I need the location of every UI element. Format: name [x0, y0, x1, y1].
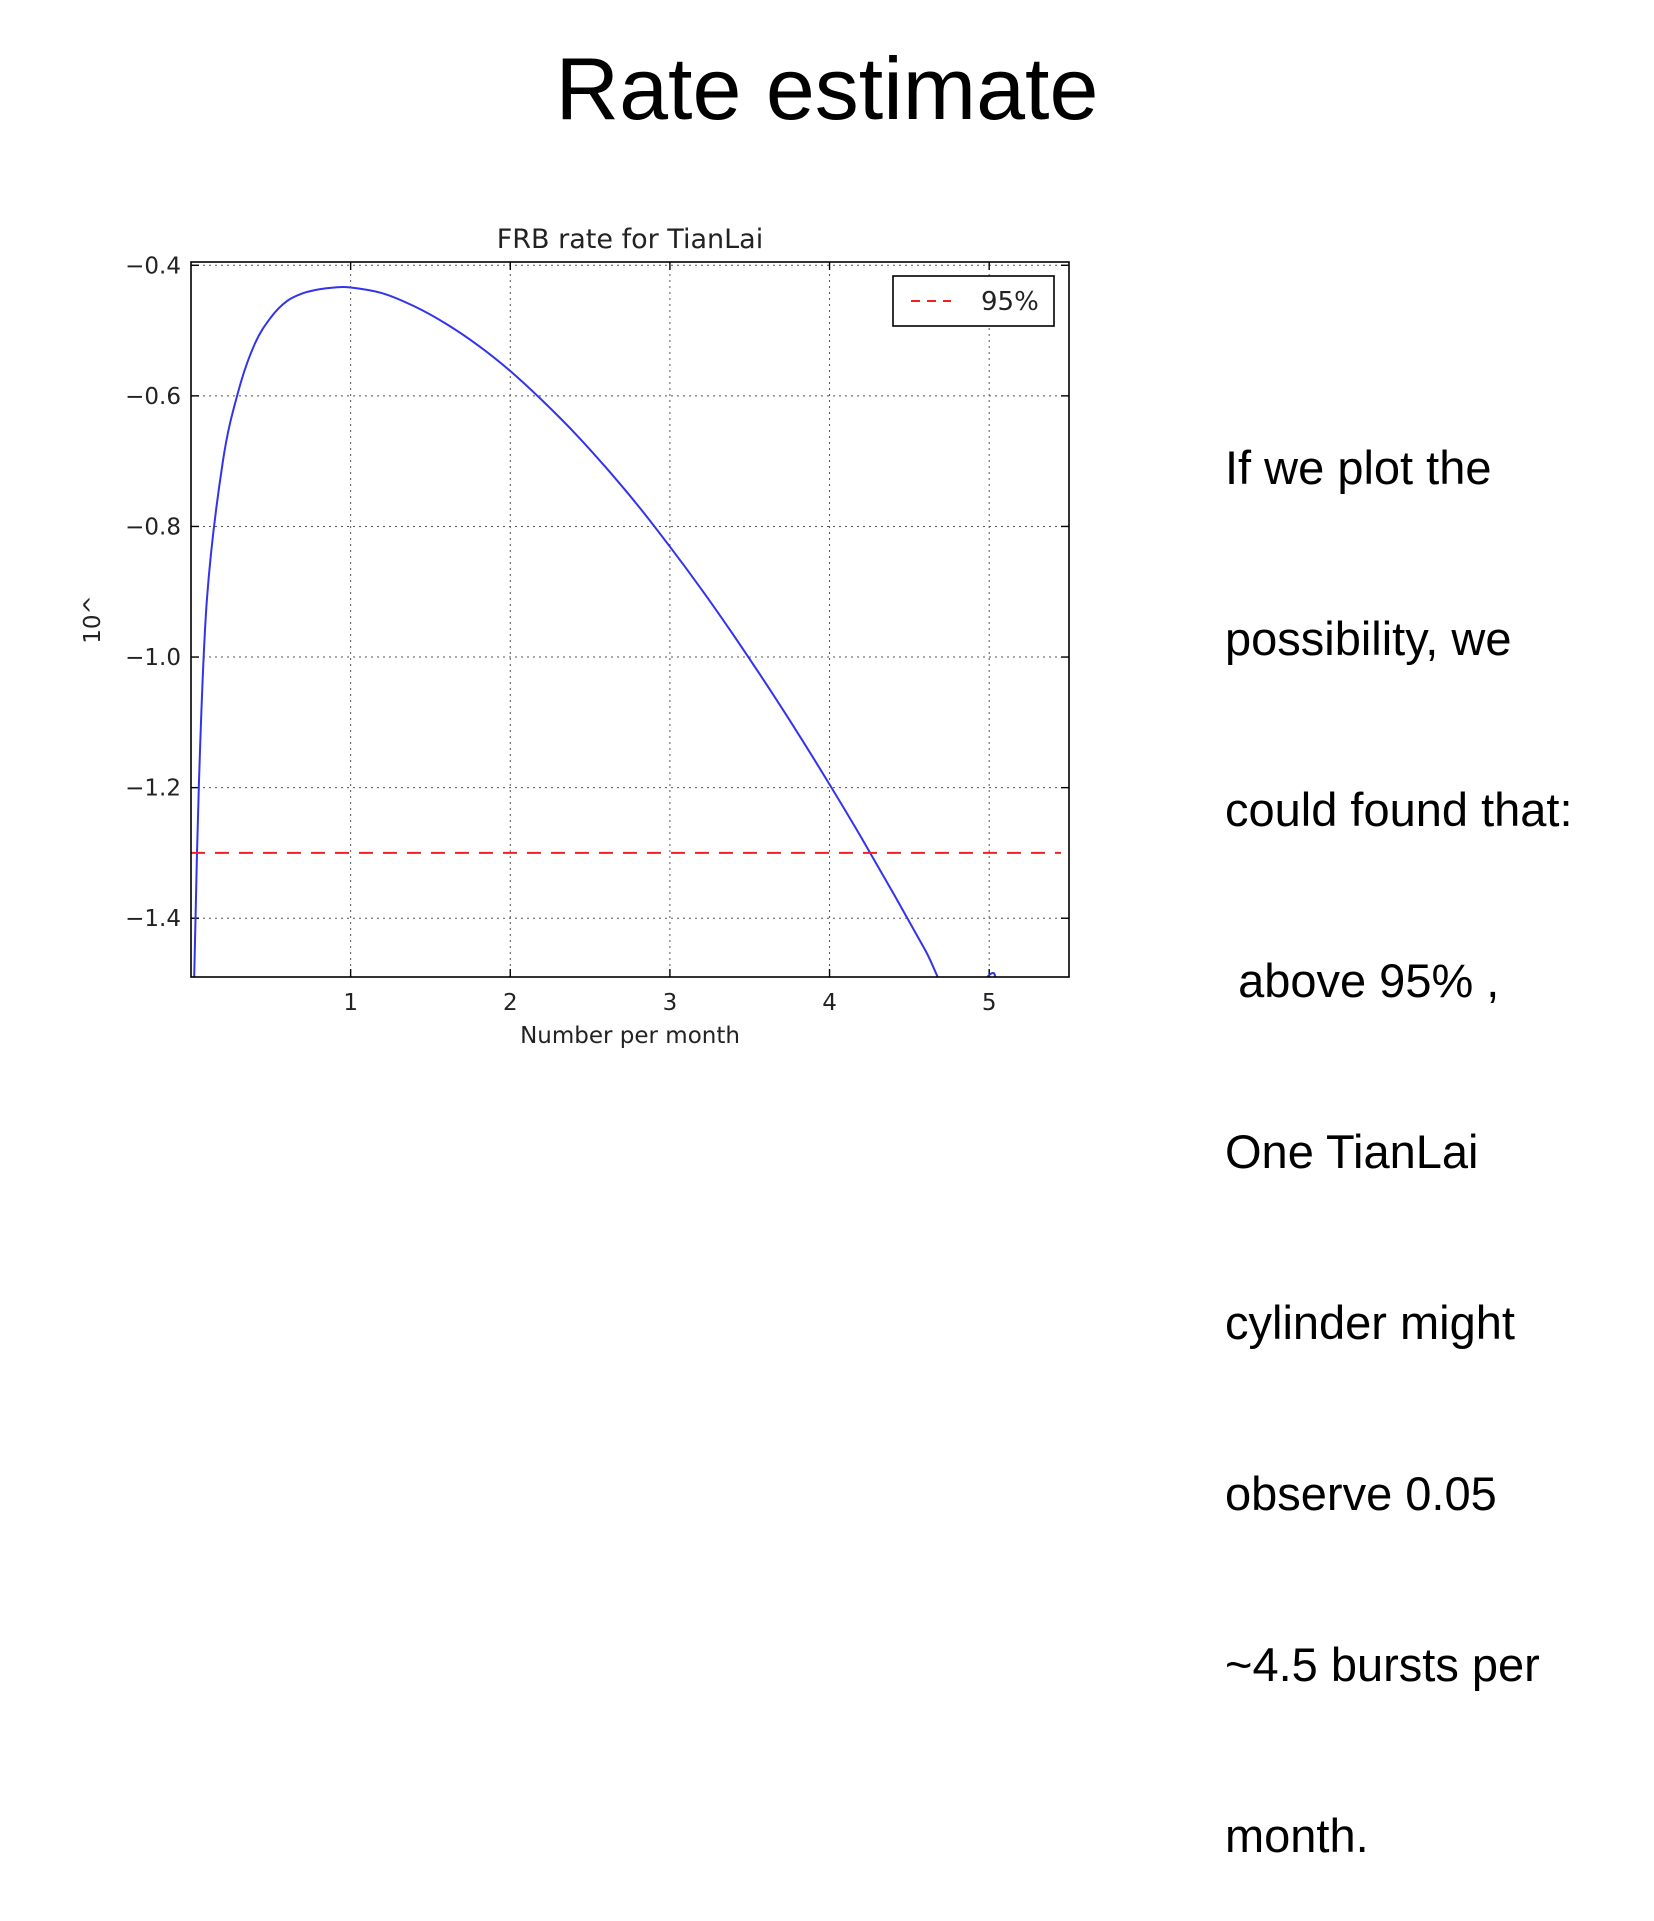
- y-tick-label: −1.4: [125, 906, 181, 932]
- slide-title: Rate estimate: [555, 39, 1099, 138]
- grid-lines: [191, 262, 1069, 977]
- side-text-line: If we plot the: [1225, 441, 1492, 494]
- x-tick-label: 2: [503, 990, 518, 1016]
- frb-rate-chart: FRB rate for TianLai −0.4 −0.6 −0.8 −1.0 −1.…: [80, 224, 1070, 1049]
- probability-curve: [193, 285, 997, 977]
- x-tick-label: 5: [982, 990, 997, 1016]
- x-axis-label: Number per month: [520, 1023, 740, 1049]
- y-tick-label: −0.6: [125, 384, 181, 410]
- y-tick-label: −1.0: [125, 645, 181, 671]
- side-text: If we plot the possibility, we could fou…: [1225, 325, 1635, 1921]
- y-tick-label: −0.8: [125, 514, 181, 540]
- plot-frame: [190, 261, 1070, 978]
- chart-title: FRB rate for TianLai: [497, 224, 763, 255]
- side-text-line: One TianLai: [1225, 1125, 1479, 1178]
- side-text-line: month.: [1225, 1809, 1369, 1862]
- side-text-line: cylinder might: [1225, 1296, 1515, 1349]
- y-axis-ticks: −0.4 −0.6 −0.8 −1.0 −1.2 −1.4: [125, 253, 1069, 932]
- x-axis-ticks: 1 2 3 4 5: [343, 262, 997, 1016]
- y-tick-label: −1.2: [125, 776, 181, 802]
- chart-container: FRB rate for TianLai −0.4 −0.6 −0.8 −1.0 −1.…: [60, 220, 1160, 1120]
- side-text-line: above 95% ,: [1225, 954, 1500, 1007]
- y-tick-label: −0.4: [125, 253, 181, 279]
- y-axis-label: 10^: [80, 595, 106, 644]
- legend: 95%: [892, 275, 1055, 327]
- x-tick-label: 4: [822, 990, 837, 1016]
- side-text-line: could found that:: [1225, 783, 1573, 836]
- side-text-line: observe 0.05: [1225, 1467, 1497, 1520]
- side-text-line: possibility, we: [1225, 612, 1512, 665]
- x-tick-label: 1: [343, 990, 358, 1016]
- x-tick-label: 3: [663, 990, 678, 1016]
- series-layer: [191, 285, 1061, 977]
- side-text-line: ~4.5 bursts per: [1225, 1638, 1540, 1691]
- legend-label-95: 95%: [981, 287, 1039, 317]
